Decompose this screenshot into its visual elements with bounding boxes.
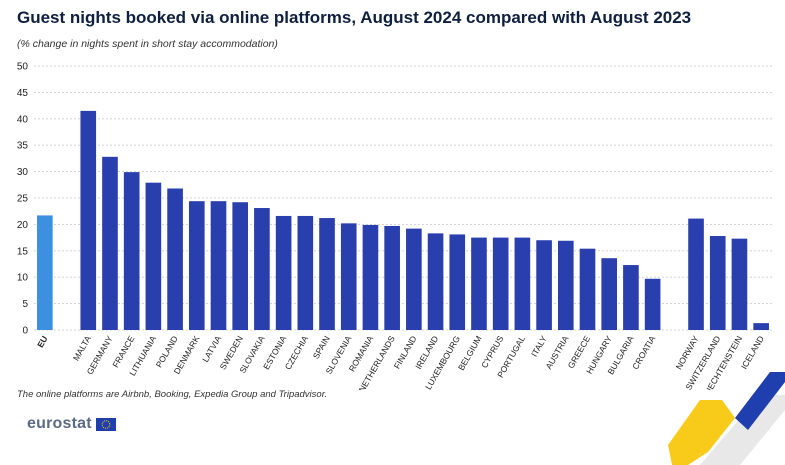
chart-title: Guest nights booked via online platforms… <box>17 8 692 27</box>
bar-spain <box>319 218 335 330</box>
bar-netherlands <box>384 225 400 330</box>
y-tick-label: 35 <box>17 141 29 152</box>
y-tick-label: 30 <box>17 167 29 178</box>
bar-liechtenstein <box>731 238 748 330</box>
bar-sweden <box>232 202 249 330</box>
y-tick-label: 20 <box>17 220 29 231</box>
bar-denmark <box>188 201 205 330</box>
bar-poland <box>167 188 183 330</box>
stripe-blue <box>735 372 785 430</box>
grid-lines <box>34 65 772 331</box>
bar-croatia <box>644 278 661 330</box>
bar-portugal <box>514 237 531 330</box>
bar-bulgaria <box>623 265 639 330</box>
bar-slovenia <box>340 223 357 330</box>
bar-switzerland <box>709 236 726 330</box>
bar-finland <box>406 228 422 330</box>
bar-lithuania <box>145 182 162 330</box>
y-tick-label: 45 <box>17 88 29 99</box>
bars <box>37 110 769 330</box>
chart-subtitle: (% change in nights spent in short stay … <box>17 38 278 50</box>
bar-italy <box>536 240 552 330</box>
bar-norway <box>688 218 704 330</box>
bar-malta <box>80 110 97 330</box>
y-tick-label: 5 <box>22 299 28 310</box>
bar-hungary <box>601 258 618 330</box>
eu-flag-icon <box>95 417 116 431</box>
eurostat-logo: eurostat <box>27 415 116 433</box>
bar-luxembourg <box>449 234 466 330</box>
bar-cyprus <box>492 237 509 330</box>
logo-text: eurostat <box>27 415 92 432</box>
bar-greece <box>579 248 596 330</box>
y-axis-tick-labels: 0 5 10 15 20 25 30 35 40 45 50 <box>17 62 29 337</box>
bar-ireland <box>427 233 444 330</box>
y-tick-label: 50 <box>17 62 29 73</box>
bar-france <box>123 172 140 330</box>
bar-romania <box>362 224 379 330</box>
y-tick-label: 0 <box>22 326 28 337</box>
bar-eu <box>37 215 53 330</box>
bar-austria <box>557 240 574 330</box>
bar-estonia <box>275 215 292 330</box>
stripe-light <box>700 395 785 465</box>
bar-czechia <box>297 215 314 330</box>
bar-germany <box>102 156 118 330</box>
y-tick-label: 10 <box>17 273 29 284</box>
y-tick-label: 25 <box>17 194 29 205</box>
bar-iceland <box>753 323 769 330</box>
bar-latvia <box>210 201 227 330</box>
footnote: The online platforms are Airbnb, Booking… <box>17 389 328 400</box>
stripe-yellow <box>668 400 735 465</box>
y-tick-label: 15 <box>17 246 29 257</box>
bar-slovakia <box>254 208 270 330</box>
bar-belgium <box>471 237 487 330</box>
y-tick-label: 40 <box>17 114 29 125</box>
